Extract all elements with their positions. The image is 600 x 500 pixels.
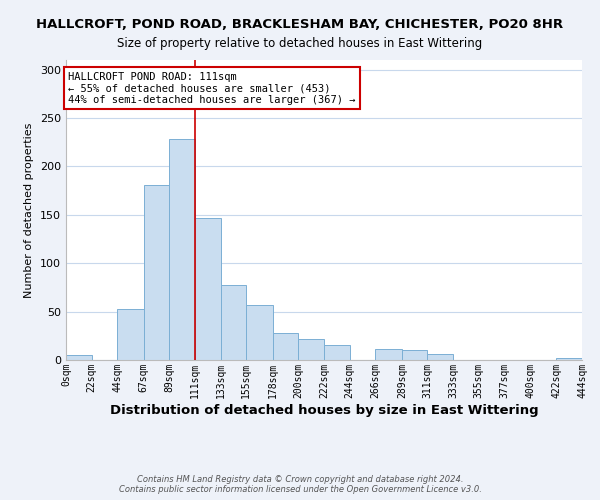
Y-axis label: Number of detached properties: Number of detached properties xyxy=(25,122,34,298)
Bar xyxy=(195,218,221,360)
Text: HALLCROFT POND ROAD: 111sqm
← 55% of detached houses are smaller (453)
44% of se: HALLCROFT POND ROAD: 111sqm ← 55% of det… xyxy=(68,72,356,105)
Bar xyxy=(402,350,427,360)
Bar xyxy=(556,358,582,360)
X-axis label: Distribution of detached houses by size in East Wittering: Distribution of detached houses by size … xyxy=(110,404,538,416)
Bar xyxy=(246,305,273,360)
Bar xyxy=(66,355,92,360)
Bar xyxy=(169,140,195,360)
Text: Contains HM Land Registry data © Crown copyright and database right 2024.
Contai: Contains HM Land Registry data © Crown c… xyxy=(119,474,481,494)
Bar xyxy=(298,338,324,360)
Text: HALLCROFT, POND ROAD, BRACKLESHAM BAY, CHICHESTER, PO20 8HR: HALLCROFT, POND ROAD, BRACKLESHAM BAY, C… xyxy=(37,18,563,30)
Bar xyxy=(427,354,453,360)
Bar xyxy=(221,286,246,360)
Text: Size of property relative to detached houses in East Wittering: Size of property relative to detached ho… xyxy=(118,38,482,51)
Bar xyxy=(144,185,169,360)
Bar xyxy=(117,308,144,360)
Bar xyxy=(273,333,298,360)
Bar xyxy=(324,344,350,360)
Bar xyxy=(375,350,402,360)
